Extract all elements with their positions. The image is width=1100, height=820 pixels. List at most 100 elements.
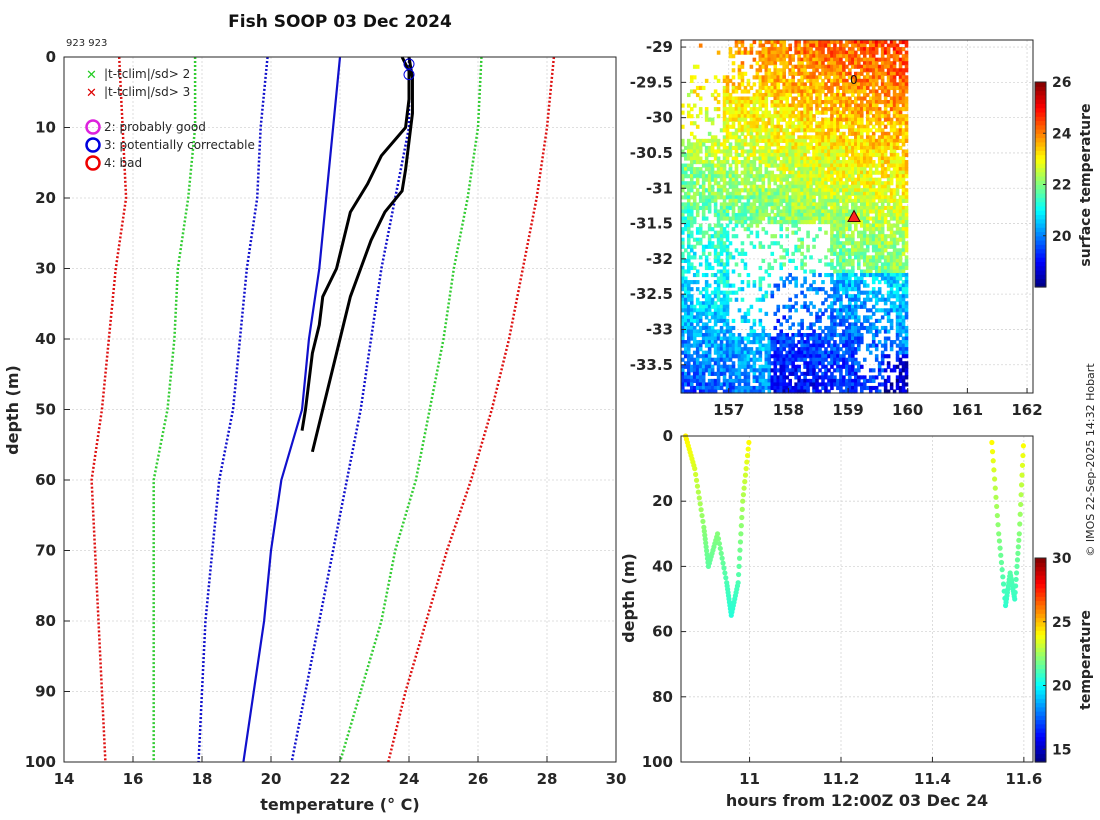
sst-cell <box>848 47 852 52</box>
sst-cell <box>862 385 867 391</box>
sst-cell <box>854 205 858 211</box>
sst-cell <box>809 198 813 203</box>
sst-cell <box>776 385 781 391</box>
sst-cell <box>868 297 873 302</box>
sst-cell <box>821 209 825 214</box>
sst-cell <box>883 107 888 112</box>
sst-cell <box>824 68 828 73</box>
sst-cell <box>871 191 876 196</box>
sst-cell <box>713 174 718 179</box>
sst-cell <box>889 40 894 45</box>
sst-cell <box>895 170 900 175</box>
sst-cell <box>749 131 754 136</box>
sst-cell <box>779 188 784 193</box>
sst-cell <box>821 61 825 66</box>
sst-cell <box>701 209 706 214</box>
sst-cell <box>698 184 703 189</box>
sst-cell <box>800 209 804 214</box>
sst-cell <box>848 40 852 45</box>
sst-cell <box>794 280 798 285</box>
sst-cell <box>734 96 739 101</box>
sst-cell <box>854 336 858 341</box>
sst-cell <box>839 170 843 175</box>
sst-cell <box>880 75 885 80</box>
sst-cell <box>865 329 870 334</box>
sst-cell <box>862 188 867 193</box>
sst-cell <box>857 64 861 69</box>
sst-cell <box>767 160 772 165</box>
sst-cell <box>767 68 772 73</box>
sst-cell <box>689 336 694 341</box>
sst-cell <box>773 138 778 143</box>
sst-cell <box>880 50 885 55</box>
sst-cell <box>824 85 828 91</box>
sst-cell <box>862 269 867 274</box>
sst-cell <box>782 216 787 221</box>
sst-cell <box>868 50 873 55</box>
sst-cell <box>743 354 748 359</box>
sst-cell <box>833 347 837 352</box>
sst-cell <box>839 294 843 299</box>
sst-cell <box>719 244 724 249</box>
sst-cell <box>758 297 763 302</box>
sst-cell <box>895 110 900 115</box>
sst-cell <box>791 223 795 228</box>
sst-cell <box>761 181 766 186</box>
sst-cell <box>692 64 697 69</box>
sst-cell <box>725 188 730 193</box>
sst-cell <box>854 184 858 189</box>
sst-cell <box>701 138 706 143</box>
sst-cell <box>871 336 876 341</box>
sst-cell <box>821 205 825 211</box>
sst-cell <box>794 368 798 373</box>
sst-cell <box>845 364 849 369</box>
sst-cell <box>746 163 751 168</box>
sst-cell <box>868 61 873 66</box>
sst-cell <box>758 131 763 136</box>
sst-cell <box>749 195 754 200</box>
sst-cell <box>755 68 760 73</box>
sst-cell <box>746 378 751 384</box>
sst-cell <box>865 195 870 200</box>
sst-cell <box>681 251 685 256</box>
sst-cell <box>716 294 721 299</box>
sst-cell <box>692 315 697 320</box>
sst-cell <box>707 357 712 362</box>
sst-cell <box>716 191 721 196</box>
sst-cell <box>734 336 739 341</box>
sst-cell <box>880 170 885 175</box>
sst-cell <box>716 332 721 338</box>
sst-cell <box>821 195 825 200</box>
sst-cell <box>716 354 721 359</box>
sst-cell <box>812 40 816 45</box>
sst-cell <box>713 287 718 292</box>
sst-cell <box>683 248 688 253</box>
sst-cell <box>698 364 703 369</box>
sst-cell <box>746 124 751 129</box>
sst-cell <box>794 174 798 179</box>
sst-cell <box>889 325 894 331</box>
sst-cell <box>797 216 801 221</box>
sst-cell <box>824 350 828 355</box>
sst-cell <box>830 287 834 292</box>
sst-cell <box>689 265 694 271</box>
sst-cell <box>743 85 748 91</box>
sst-cell <box>871 223 876 228</box>
sst-cell <box>752 142 757 147</box>
sst-cell <box>764 198 769 203</box>
sst-cell <box>827 57 831 62</box>
sst-cell <box>692 340 697 345</box>
sst-cell <box>898 89 903 94</box>
sst-cell <box>776 142 781 147</box>
legend-q2-marker <box>85 119 101 135</box>
sst-cell <box>874 128 879 133</box>
sst-cell <box>776 174 781 179</box>
sst-cell <box>755 149 760 154</box>
sst-cell <box>827 198 831 203</box>
sst-cell <box>698 43 703 48</box>
sst-cell <box>815 50 819 55</box>
sst-cell <box>862 251 867 256</box>
sst-cell <box>782 347 787 352</box>
sst-cell <box>895 205 900 211</box>
sst-cell <box>725 357 730 362</box>
